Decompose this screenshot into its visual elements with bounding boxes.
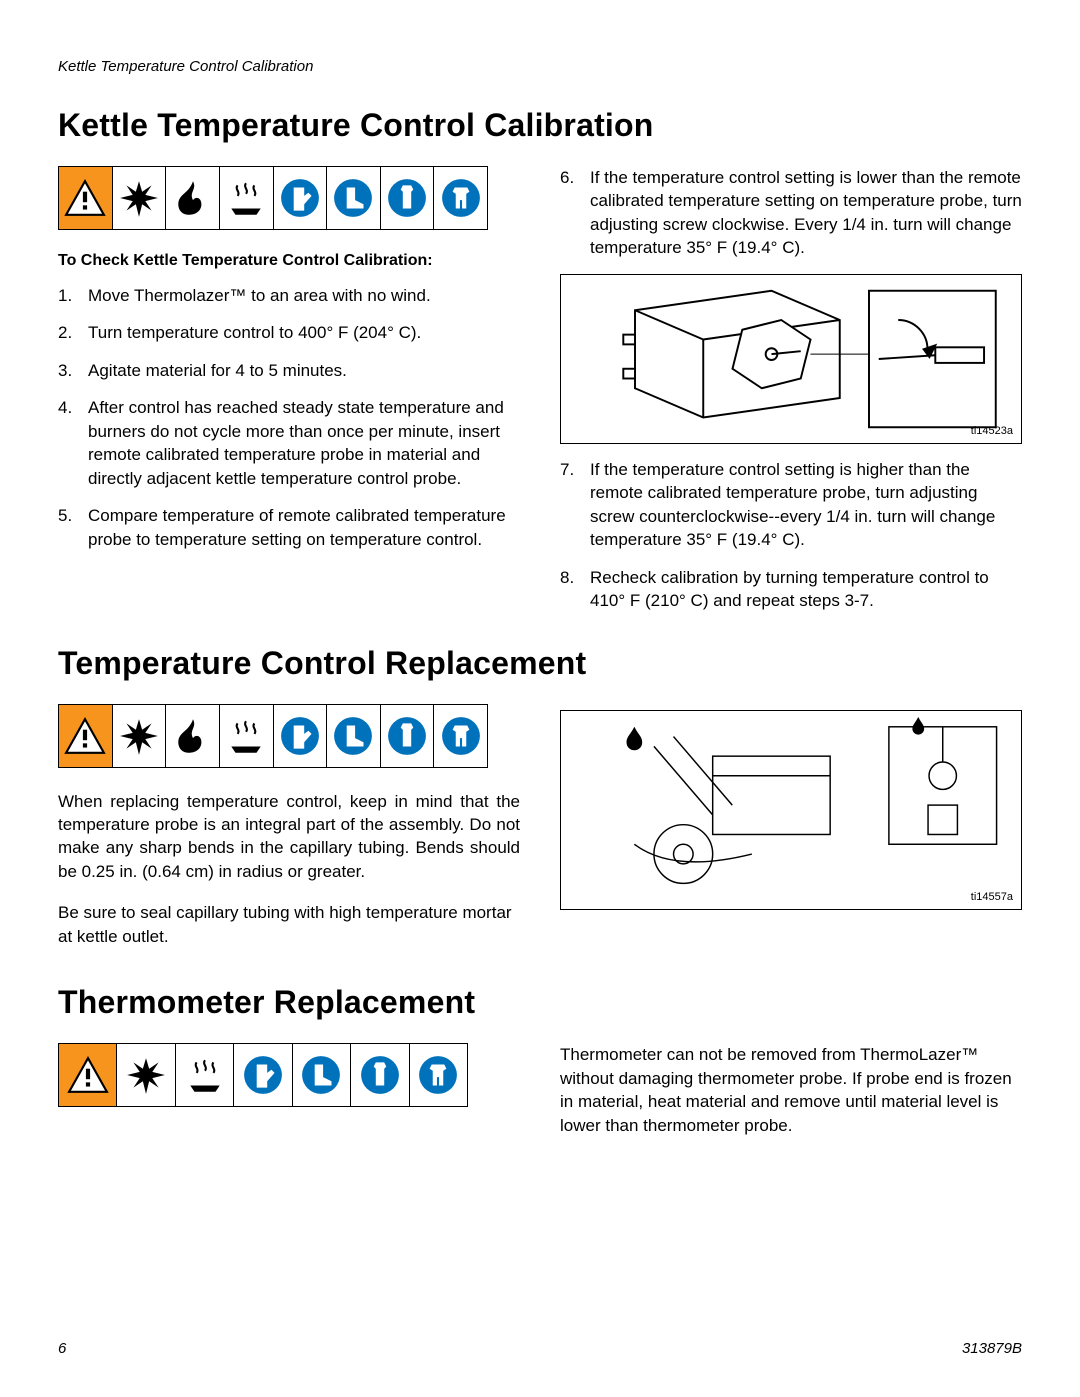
boots-icon: [327, 167, 381, 229]
gloves-icon: [274, 705, 328, 767]
section2-left-col: When replacing temperature control, keep…: [58, 704, 520, 967]
section2-right-col: ti14557a: [560, 704, 1022, 967]
page: Kettle Temperature Control Calibration K…: [0, 0, 1080, 1397]
list-item: Turn temperature control to 400° F (204°…: [58, 321, 520, 344]
list-item: If the temperature control setting is hi…: [560, 458, 1022, 552]
section3-para: Thermometer can not be removed from Ther…: [560, 1043, 1022, 1137]
warning-icon: [59, 167, 113, 229]
coveralls-icon: [434, 167, 487, 229]
figure-ti14557a: ti14557a: [560, 710, 1022, 910]
gloves-icon: [234, 1044, 292, 1106]
section3-title: Thermometer Replacement: [58, 984, 1022, 1021]
figure-label: ti14557a: [971, 891, 1013, 903]
hot-surface-icon: [176, 1044, 234, 1106]
section2-para2: Be sure to seal capillary tubing with hi…: [58, 901, 520, 948]
section3-left-col: [58, 1043, 520, 1155]
figure-ti14523a: ti14523a: [560, 274, 1022, 444]
list-item: Recheck calibration by turning temperatu…: [560, 566, 1022, 613]
section2-columns: When replacing temperature control, keep…: [58, 704, 1022, 967]
explosion-icon: [113, 705, 167, 767]
page-number: 6: [58, 1340, 66, 1357]
warning-icon: [59, 1044, 117, 1106]
warning-icon: [59, 705, 113, 767]
safety-icon-strip-3: [58, 1043, 468, 1107]
hot-surface-icon: [220, 167, 274, 229]
section3-right-col: Thermometer can not be removed from Ther…: [560, 1043, 1022, 1155]
apron-icon: [351, 1044, 409, 1106]
list-item: If the temperature control setting is lo…: [560, 166, 1022, 260]
section3-columns: Thermometer can not be removed from Ther…: [58, 1043, 1022, 1155]
section1-subhead: To Check Kettle Temperature Control Cali…: [58, 252, 520, 270]
section2-para1: When replacing temperature control, keep…: [58, 790, 520, 884]
explosion-icon: [113, 167, 167, 229]
running-head: Kettle Temperature Control Calibration: [58, 58, 1022, 75]
list-item: Compare temperature of remote calibrated…: [58, 504, 520, 551]
section1-title: Kettle Temperature Control Calibration: [58, 107, 1022, 144]
section1-left-steps: Move Thermolazer™ to an area with no win…: [58, 284, 520, 551]
boots-icon: [293, 1044, 351, 1106]
hot-surface-icon: [220, 705, 274, 767]
fire-icon: [166, 167, 220, 229]
apron-icon: [381, 167, 435, 229]
section1-columns: To Check Kettle Temperature Control Cali…: [58, 166, 1022, 627]
fire-icon: [166, 705, 220, 767]
page-footer: 6 313879B: [58, 1340, 1022, 1357]
section1-left-col: To Check Kettle Temperature Control Cali…: [58, 166, 520, 627]
apron-icon: [381, 705, 435, 767]
section1-right-col: If the temperature control setting is lo…: [560, 166, 1022, 627]
list-item: After control has reached steady state t…: [58, 396, 520, 490]
burst-icon: [117, 1044, 175, 1106]
section1-right-steps: If the temperature control setting is lo…: [560, 166, 1022, 260]
figure-label: ti14523a: [971, 425, 1013, 437]
coveralls-icon: [434, 705, 487, 767]
list-item: Agitate material for 4 to 5 minutes.: [58, 359, 520, 382]
list-item: Move Thermolazer™ to an area with no win…: [58, 284, 520, 307]
doc-number: 313879B: [962, 1340, 1022, 1357]
section1-right-steps-cont: If the temperature control setting is hi…: [560, 458, 1022, 613]
section2-title: Temperature Control Replacement: [58, 645, 1022, 682]
safety-icon-strip-2: [58, 704, 488, 768]
safety-icon-strip-1: [58, 166, 488, 230]
coveralls-icon: [410, 1044, 467, 1106]
gloves-icon: [274, 167, 328, 229]
boots-icon: [327, 705, 381, 767]
